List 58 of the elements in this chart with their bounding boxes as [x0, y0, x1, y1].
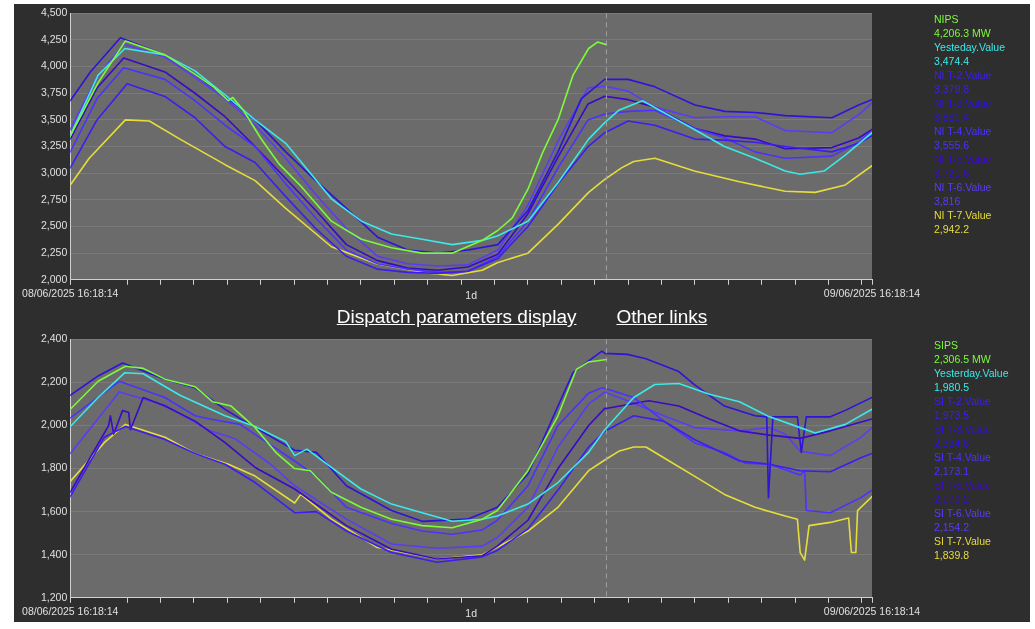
- text: NI T-6.Value: [934, 181, 993, 195]
- y-tick-label: 4,250: [40, 32, 68, 45]
- text: SI T-7.Value: [934, 535, 992, 549]
- text: 2,942.2: [934, 222, 971, 236]
- y-tick-label: 3,750: [40, 86, 68, 99]
- text: 3,881.4: [934, 110, 971, 124]
- text: NI T-5.Value: [934, 153, 993, 167]
- text: Yesteday.Value: [934, 41, 1007, 55]
- x-tick-label: 08/06/2025 16:18:14: [22, 604, 119, 617]
- text: NI T-3.Value: [934, 97, 993, 111]
- y-tick-label: 2,000: [40, 418, 68, 431]
- text: 2,334.6: [934, 436, 971, 450]
- y-tick-label: 1,200: [40, 590, 68, 603]
- y-tick-label: 1,800: [40, 461, 68, 474]
- y-tick-label: 2,500: [40, 219, 68, 232]
- y-tick-label: 3,500: [40, 112, 68, 125]
- text: 2,154.2: [934, 520, 971, 534]
- y-tick-label: 4,000: [40, 59, 68, 72]
- text: NI T-4.Value: [934, 125, 993, 139]
- x-axis-title: 1d: [465, 606, 478, 619]
- text: SI T-2.Value: [934, 395, 992, 409]
- text: Other links: [616, 306, 708, 328]
- text: Dispatch parameters display: [336, 306, 577, 328]
- y-tick-label: 4,500: [40, 6, 68, 19]
- y-tick-label: 1,400: [40, 547, 68, 560]
- y-tick-label: 2,400: [40, 332, 68, 345]
- y-tick-label: 2,250: [40, 246, 68, 259]
- text: 2,079.2: [934, 492, 971, 506]
- text: NI T-2.Value: [934, 69, 993, 83]
- text: NI T-7.Value: [934, 209, 993, 223]
- text: SI T-3.Value: [934, 423, 992, 437]
- y-tick-label: 2,000: [40, 272, 68, 285]
- y-tick-label: 2,750: [40, 192, 68, 205]
- text: 3,721.6: [934, 166, 971, 180]
- x-axis-title: 1d: [465, 288, 478, 301]
- text: 3,555.6: [934, 138, 971, 152]
- y-tick-label: 3,000: [40, 166, 68, 179]
- text: SIPS: [934, 339, 959, 353]
- text: 1,980.5: [934, 380, 971, 394]
- text: 3,379.8: [934, 82, 971, 96]
- x-tick-label: 09/06/2025 16:18:14: [823, 286, 921, 299]
- y-tick-label: 1,600: [40, 504, 68, 517]
- text: 2,306.5 MW: [934, 352, 992, 366]
- text: 1,839.8: [934, 548, 971, 562]
- text: 1,973.5: [934, 408, 971, 422]
- text: SI T-5.Value: [934, 479, 992, 493]
- text: SI T-4.Value: [934, 451, 992, 465]
- text: 3,474.4: [934, 54, 971, 68]
- x-tick-label: 09/06/2025 16:18:14: [823, 604, 921, 617]
- text: 3,816: [934, 194, 962, 208]
- text: NIPS: [934, 13, 960, 27]
- text: SI T-6.Value: [934, 507, 992, 521]
- text: Yesterday.Value: [934, 367, 1010, 381]
- text: 2,173.1: [934, 464, 971, 478]
- x-tick-label: 08/06/2025 16:18:14: [22, 286, 119, 299]
- y-tick-label: 2,200: [40, 375, 68, 388]
- y-tick-label: 3,250: [40, 139, 68, 152]
- text: 4,206.3 MW: [934, 26, 992, 40]
